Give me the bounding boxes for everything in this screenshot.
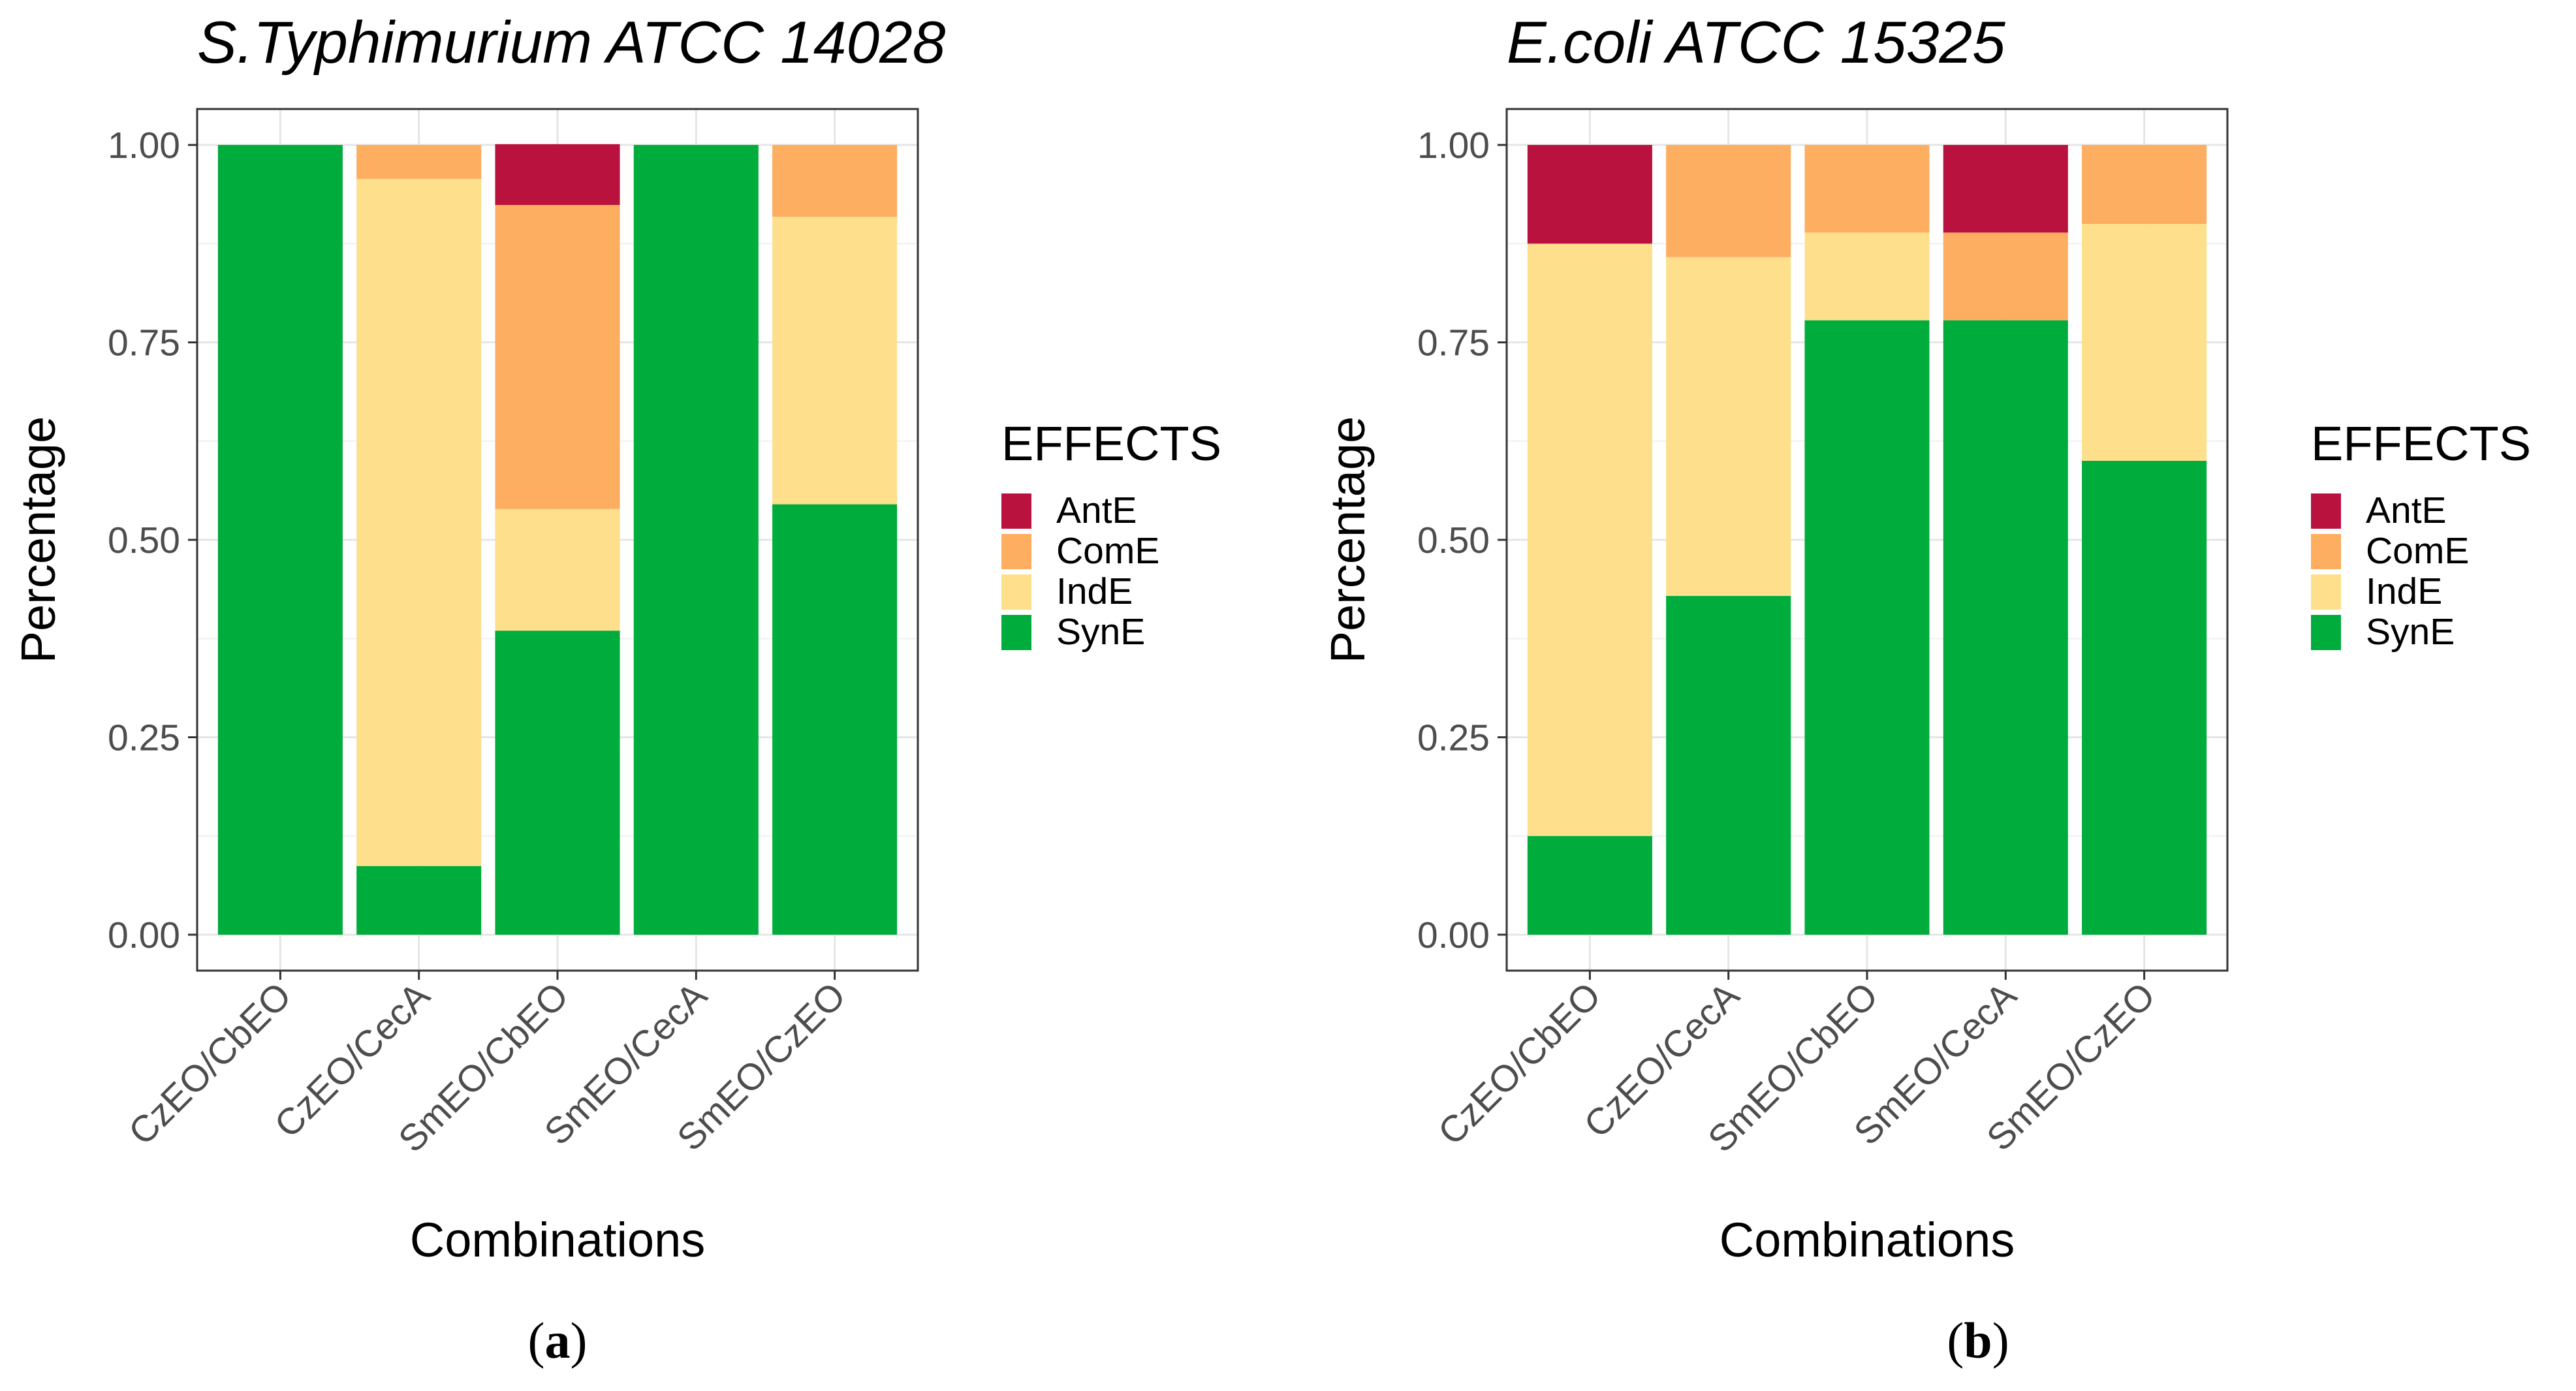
chart-title: S.Typhimurium ATCC 14028 [197, 10, 946, 76]
y-tick-label: 0.25 [1417, 717, 1490, 758]
y-tick-label: 0.25 [108, 717, 180, 758]
bar-segment-ante-4 [1943, 145, 2068, 233]
y-tick-label: 0.50 [108, 520, 180, 561]
bar-segment-come-4 [1943, 232, 2068, 320]
y-tick-label: 1.00 [108, 125, 180, 166]
bar-segment-come-3 [495, 205, 620, 509]
legend-label-come: ComE [1056, 530, 1159, 572]
legend-label-syne: SynE [1056, 611, 1145, 653]
y-axis-title: Percentage [11, 416, 65, 664]
legend-key-syne [1001, 615, 1031, 650]
x-tick-label: CzEO/CbEO [1430, 975, 1609, 1153]
y-axis-title: Percentage [1321, 416, 1375, 664]
y-tick-label: 0.50 [1417, 520, 1490, 561]
bar-segment-syne-3 [495, 631, 620, 935]
bar-segment-inde-2 [356, 179, 482, 866]
legend-key-come [2311, 534, 2341, 569]
y-tick-label: 1.00 [1417, 125, 1490, 166]
caption-open: ( [528, 1312, 545, 1369]
legend-key-ante [2311, 493, 2341, 529]
bar-segment-inde-3 [495, 508, 620, 631]
legend-label-ante: AntE [2366, 490, 2447, 531]
bar-segment-inde-2 [1666, 257, 1791, 596]
bar-segment-come-5 [2082, 145, 2207, 225]
caption-open: ( [1947, 1312, 1964, 1369]
bar-segment-come-5 [772, 145, 898, 217]
bar-segment-inde-5 [2082, 224, 2207, 461]
legend-title: EFFECTS [2311, 416, 2531, 471]
x-axis-title: Combinations [1720, 1213, 2015, 1267]
chart-panel-a: 0.00 0.25 0.50 0.75 1.00 CzEO/CbEOCzEO/CecASm… [11, 10, 1221, 1369]
y-tick-label: 0.75 [108, 322, 180, 364]
x-tick-label: CzEO/CbEO [121, 975, 300, 1153]
bar-segment-syne-4 [633, 145, 759, 935]
legend-label-inde: IndE [1056, 570, 1133, 612]
y-axis: 0.00 0.25 0.50 0.75 1.00 [1417, 125, 1507, 956]
bars [217, 144, 898, 935]
bar-segment-syne-2 [1666, 595, 1791, 935]
bars [1527, 145, 2207, 935]
chart-title: E.coli ATCC 15325 [1507, 10, 2005, 76]
bar-segment-inde-5 [772, 217, 898, 505]
legend-label-inde: IndE [2366, 570, 2442, 612]
bar-segment-syne-1 [1527, 836, 1652, 935]
bar-segment-come-2 [356, 145, 482, 180]
caption-close: ) [571, 1312, 588, 1369]
y-tick-label: 0.00 [108, 914, 180, 956]
panel-caption: (a) [528, 1312, 588, 1369]
bar-segment-syne-4 [1943, 320, 2068, 935]
caption-letter: b [1964, 1312, 1992, 1369]
legend-key-syne [2311, 615, 2341, 650]
y-tick-label: 0.00 [1417, 914, 1490, 956]
bar-segment-ante-3 [495, 144, 620, 206]
bar-segment-syne-5 [772, 504, 898, 935]
bar-segment-come-3 [1804, 145, 1930, 233]
x-axis-title: Combinations [410, 1213, 705, 1267]
y-axis: 0.00 0.25 0.50 0.75 1.00 [108, 125, 197, 956]
legend-key-ante [1001, 493, 1031, 529]
bar-segment-syne-5 [2082, 461, 2207, 935]
x-axis: CzEO/CbEOCzEO/CecASmEO/CbEOSmEO/CecASmEO… [1430, 971, 2163, 1161]
legend-label-syne: SynE [2366, 611, 2455, 653]
bar-segment-syne-2 [356, 866, 482, 935]
x-axis: CzEO/CbEOCzEO/CecASmEO/CbEOSmEO/CecASmEO… [121, 971, 854, 1161]
chart-panel-b: 0.00 0.25 0.50 0.75 1.00 CzEO/CbEOCzEO/CecASm… [1321, 10, 2531, 1369]
legend-label-ante: AntE [1056, 490, 1137, 531]
legend-key-inde [1001, 574, 1031, 610]
bar-segment-ante-1 [1527, 145, 1652, 244]
caption-close: ) [1992, 1312, 2009, 1369]
panel-caption: (b) [1947, 1312, 2009, 1369]
legend-key-come [1001, 534, 1031, 569]
y-tick-label: 0.75 [1417, 322, 1490, 364]
bar-segment-come-2 [1666, 145, 1791, 257]
legend-title: EFFECTS [1001, 416, 1221, 471]
bar-segment-syne-1 [217, 145, 343, 935]
legend-label-come: ComE [2366, 530, 2469, 572]
caption-letter: a [545, 1312, 571, 1369]
bar-segment-syne-3 [1804, 320, 1930, 935]
bar-segment-inde-3 [1804, 232, 1930, 320]
legend-key-inde [2311, 574, 2341, 610]
bar-segment-inde-1 [1527, 243, 1652, 836]
